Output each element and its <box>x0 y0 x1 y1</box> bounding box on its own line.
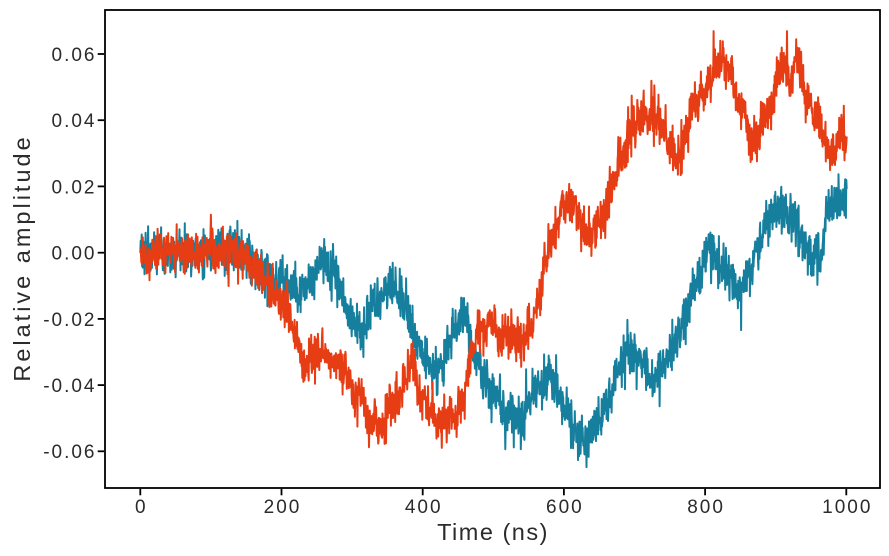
svg-text:Time (ns): Time (ns) <box>437 519 549 545</box>
svg-text:-0.04: -0.04 <box>43 376 96 397</box>
svg-text:0.06: 0.06 <box>52 45 97 66</box>
svg-text:0: 0 <box>135 497 148 518</box>
svg-text:1000: 1000 <box>822 497 872 518</box>
svg-text:200: 200 <box>264 497 302 518</box>
svg-text:0.04: 0.04 <box>52 111 97 132</box>
svg-text:0.02: 0.02 <box>52 177 97 198</box>
svg-text:-0.06: -0.06 <box>43 442 96 463</box>
svg-text:600: 600 <box>546 497 584 518</box>
svg-text:800: 800 <box>687 497 725 518</box>
svg-text:Relative amplitude: Relative amplitude <box>9 134 35 381</box>
svg-text:-0.02: -0.02 <box>43 310 96 331</box>
svg-text:0.00: 0.00 <box>52 244 97 265</box>
svg-text:400: 400 <box>405 497 443 518</box>
